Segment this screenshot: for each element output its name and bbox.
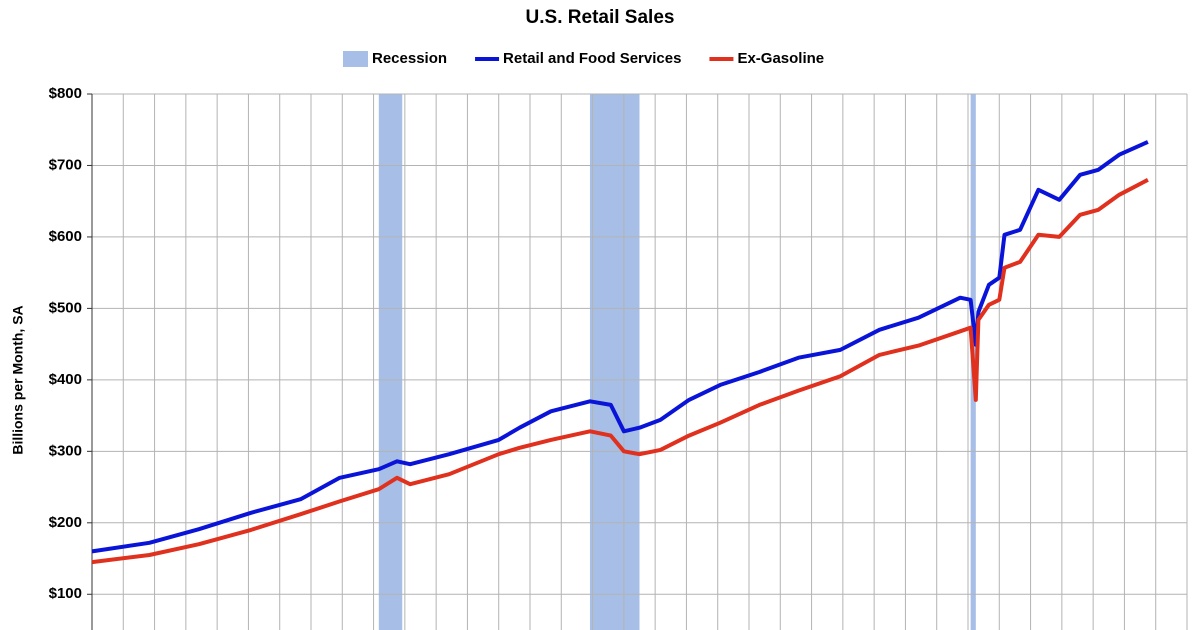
legend-label: Recession [372,50,447,67]
series-line [91,140,1149,554]
y-tick-label: $600 [49,228,82,245]
recession-band [589,94,640,630]
y-tick-label: $400 [49,371,82,388]
legend-label: Ex-Gasoline [737,50,824,67]
legend-swatch [343,51,368,67]
y-tick-label: $200 [49,514,82,531]
legend-label: Retail and Food Services [503,50,681,67]
recession-band [378,94,403,630]
y-tick-label: $100 [49,585,82,602]
series-line [91,178,1149,565]
chart-title: U.S. Retail Sales [526,7,675,28]
y-tick-label: $700 [49,156,82,173]
y-axis-label: Billions per Month, SA [10,305,26,454]
y-tick-label: $300 [49,442,82,459]
y-tick-label: $500 [49,299,82,316]
y-tick-label: $800 [49,85,82,102]
